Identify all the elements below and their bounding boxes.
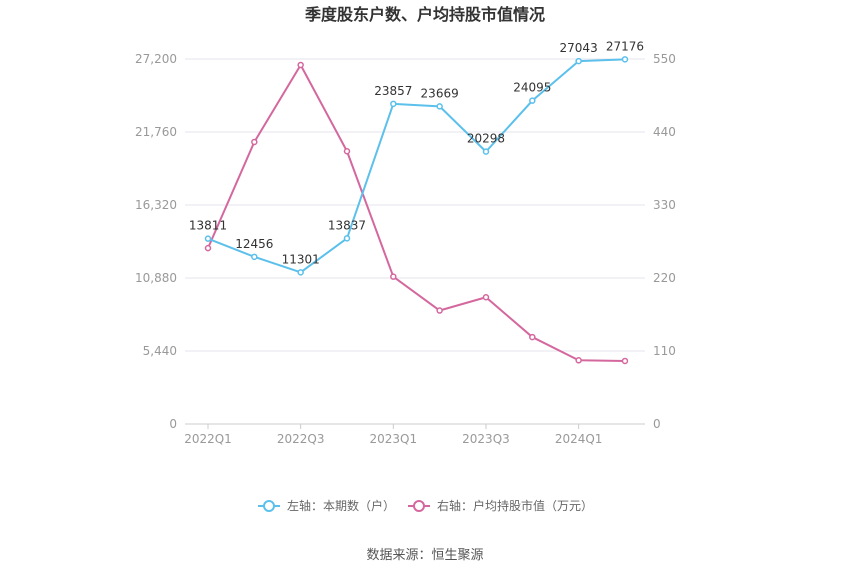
left-series-point[interactable] [204, 235, 212, 242]
right-series [204, 61, 629, 365]
right-y-axis: 0 110 220 330 440 550 [653, 52, 676, 431]
data-label: 23857 [374, 84, 412, 98]
left-series-point[interactable] [621, 56, 629, 63]
legend-item-right-series[interactable]: 右轴：户均持股市值（万元） [408, 498, 593, 513]
x-tick-label: 2023Q1 [370, 432, 418, 446]
right-tick-label: 220 [653, 271, 676, 285]
legend-left-series-marker [263, 500, 275, 512]
x-tick-label: 2022Q1 [184, 432, 232, 446]
x-tick-label: 2022Q3 [277, 432, 325, 446]
data-label: 12456 [235, 237, 273, 251]
data-label: 24095 [513, 81, 551, 95]
right-series-point[interactable] [251, 138, 258, 146]
left-y-axis: 0 5,440 10,880 16,320 21,760 27,200 [135, 52, 177, 431]
right-tick-label: 440 [653, 125, 676, 139]
right-series-point[interactable] [390, 273, 397, 280]
data-source: 数据来源：恒生聚源 [366, 548, 483, 563]
data-label: 13811 [189, 219, 227, 233]
left-series-point[interactable] [575, 57, 582, 65]
legend-item-left-series[interactable]: 左轴：本期数（户） [258, 498, 395, 513]
left-series-point[interactable] [390, 100, 397, 108]
left-series-point[interactable] [529, 97, 536, 104]
right-series-point[interactable] [297, 61, 304, 69]
right-series-point[interactable] [575, 357, 582, 364]
data-label: 23669 [421, 86, 459, 100]
legend-right-series-label: 右轴：户均持股市值（万元） [437, 498, 593, 513]
right-series-point[interactable] [621, 357, 629, 365]
right-series-point[interactable] [482, 293, 490, 301]
left-tick-label: 0 [169, 417, 177, 431]
legend-right-series-marker [413, 500, 425, 512]
left-tick-label: 27,200 [135, 52, 177, 66]
right-series-point[interactable] [343, 147, 351, 155]
data-label: 27176 [606, 39, 644, 53]
x-tick-label: 2024Q1 [555, 432, 603, 446]
left-series-point[interactable] [482, 148, 490, 155]
left-series-point[interactable] [343, 235, 351, 242]
right-tick-label: 330 [653, 198, 676, 212]
left-tick-label: 10,880 [135, 271, 177, 285]
left-series-point[interactable] [297, 269, 304, 276]
left-tick-label: 5,440 [143, 344, 177, 358]
right-series-point[interactable] [529, 333, 536, 341]
left-series [204, 56, 629, 276]
left-series-line [207, 58, 626, 274]
data-label: 11301 [282, 252, 320, 266]
right-series-point[interactable] [436, 307, 443, 314]
legend[interactable]: 左轴：本期数（户） 右轴：户均持股市值（万元） [258, 498, 593, 513]
x-tick-label: 2023Q3 [462, 432, 510, 446]
data-labels: 13811 12456 11301 13837 23857 23669 20298 24095… [189, 39, 644, 266]
left-tick-label: 21,760 [135, 125, 177, 139]
x-axis: 2022Q1 2022Q3 2023Q1 2023Q3 2024Q1 [184, 423, 645, 446]
right-tick-label: 0 [653, 417, 661, 431]
left-tick-label: 16,320 [135, 198, 177, 212]
right-series-point[interactable] [204, 244, 212, 252]
left-series-point[interactable] [436, 103, 443, 110]
series-layer [204, 56, 629, 365]
data-label: 27043 [560, 41, 598, 55]
right-series-line [207, 63, 625, 362]
data-label: 20298 [467, 132, 505, 146]
legend-left-series-label: 左轴：本期数（户） [287, 498, 395, 513]
data-label: 13837 [328, 218, 366, 232]
left-series-point[interactable] [251, 253, 258, 261]
grid-lines [185, 58, 645, 352]
right-tick-label: 110 [653, 344, 676, 358]
right-tick-label: 550 [653, 52, 676, 66]
chart-title: 季度股东户数、户均持股市值情况 [304, 5, 545, 24]
